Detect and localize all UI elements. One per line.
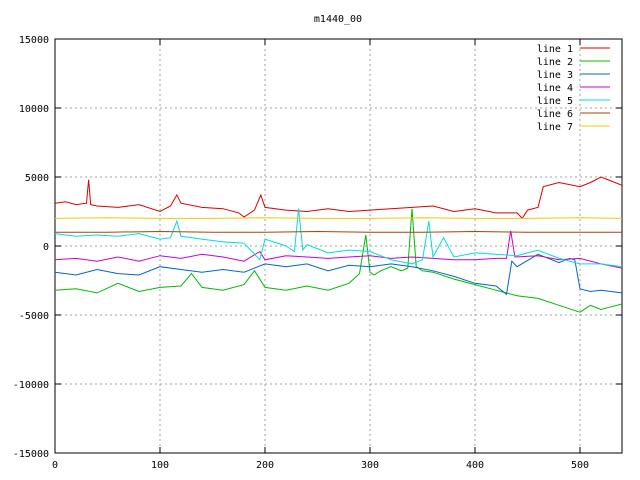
series-line-1 — [54, 176, 623, 220]
series-lines — [54, 176, 623, 313]
y-tick-label: -5000 — [19, 311, 49, 322]
legend-label-1: line 1 — [537, 44, 573, 55]
legend-label-5: line 5 — [537, 96, 573, 107]
y-tick-label: 5000 — [25, 173, 49, 184]
y-tick-label: 15000 — [19, 35, 49, 46]
chart-title: m1440_00 — [314, 14, 362, 25]
legend-label-2: line 2 — [537, 57, 573, 68]
x-tick-label: 300 — [361, 460, 379, 471]
series-line-5 — [54, 208, 623, 268]
y-tick-label: 10000 — [19, 104, 49, 115]
legend: line 1 line 2 line 3 line 4 line 5 line 6 line… — [537, 44, 610, 133]
legend-label-4: line 4 — [537, 83, 573, 94]
axes — [54, 38, 623, 454]
x-tick-label: 100 — [151, 460, 169, 471]
x-tick-label: 400 — [466, 460, 484, 471]
series-line-3 — [54, 253, 623, 296]
tick-labels: 0 100 200 300 400 500 -15000 -10000 -5000 0 5000 10… — [13, 35, 589, 471]
legend-label-7: line 7 — [537, 122, 573, 133]
x-tick-label: 500 — [571, 460, 589, 471]
legend-label-6: line 6 — [537, 109, 573, 120]
series-line-2 — [54, 208, 623, 313]
legend-label-3: line 3 — [537, 70, 573, 81]
x-tick-label: 200 — [256, 460, 274, 471]
series-line-4 — [54, 230, 623, 269]
grid — [55, 39, 622, 453]
series-line-7 — [54, 217, 623, 219]
series-line-6 — [55, 230, 622, 233]
y-tick-label: -10000 — [13, 380, 49, 391]
x-tick-label: 0 — [52, 460, 58, 471]
y-tick-label: 0 — [43, 242, 49, 253]
y-tick-label: -15000 — [13, 449, 49, 460]
